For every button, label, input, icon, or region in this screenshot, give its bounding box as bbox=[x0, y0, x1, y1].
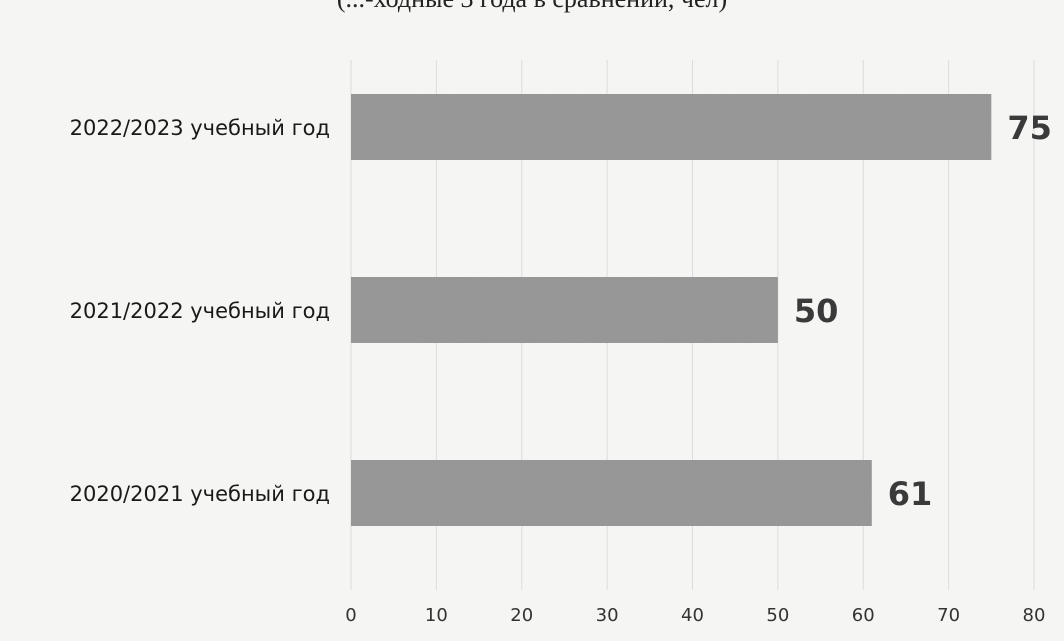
category-label: 2021/2022 учебный год bbox=[70, 299, 330, 323]
x-tick-label: 50 bbox=[766, 605, 789, 626]
bars bbox=[351, 94, 992, 526]
bar-0 bbox=[351, 94, 992, 160]
x-tick-label: 10 bbox=[425, 605, 448, 626]
bar-1 bbox=[351, 277, 778, 343]
x-tick-label: 0 bbox=[345, 605, 356, 626]
x-tick-label: 40 bbox=[681, 605, 704, 626]
x-tick-label: 20 bbox=[510, 605, 533, 626]
x-tick-label: 80 bbox=[1023, 605, 1046, 626]
bar-2 bbox=[351, 460, 872, 526]
x-axis-ticks: 0 10 20 30 40 50 60 70 80 bbox=[345, 605, 1045, 626]
x-tick-label: 30 bbox=[596, 605, 619, 626]
x-tick-label: 70 bbox=[937, 605, 960, 626]
x-tick-label: 60 bbox=[852, 605, 875, 626]
chart-subtitle: (...-ходные 3 года в сравнении, чел) bbox=[0, 0, 1064, 14]
labels: 2022/2023 учебный год 75 2021/2022 учебный… bbox=[70, 109, 1052, 513]
value-label: 75 bbox=[1007, 109, 1052, 147]
category-label: 2022/2023 учебный год bbox=[70, 116, 330, 140]
value-label: 50 bbox=[794, 292, 839, 330]
value-label: 61 bbox=[888, 475, 933, 513]
category-label: 2020/2021 учебный год bbox=[70, 482, 330, 506]
